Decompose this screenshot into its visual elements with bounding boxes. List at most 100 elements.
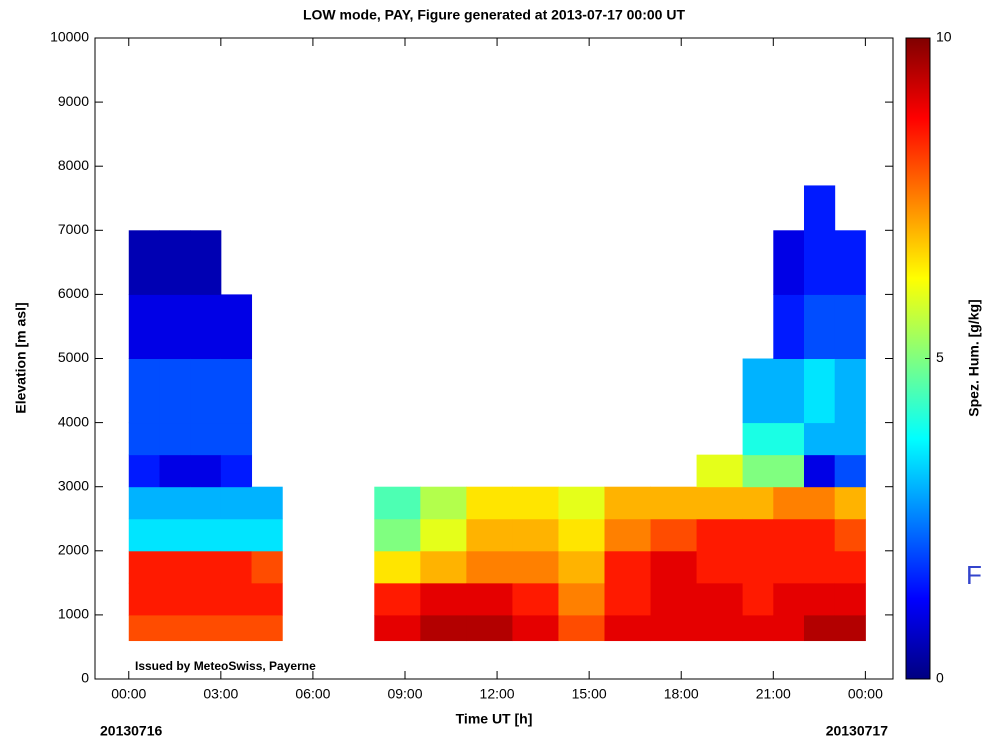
heatmap-cell — [834, 614, 866, 642]
heatmap-cell — [834, 454, 866, 488]
heatmap-cell — [558, 614, 605, 642]
heatmap-cell — [773, 230, 805, 295]
heatmap-cells — [128, 185, 866, 642]
x-tick-label: 00:00 — [111, 686, 146, 702]
y-tick-label: 5000 — [58, 349, 89, 365]
heatmap-cell — [128, 486, 160, 520]
y-tick-label: 2000 — [58, 542, 89, 558]
heatmap-cell — [466, 518, 513, 552]
heatmap-cell — [696, 486, 744, 520]
heatmap-cell — [128, 422, 160, 456]
heatmap-cell — [128, 230, 160, 295]
chart-title: LOW mode, PAY, Figure generated at 2013-… — [303, 7, 685, 23]
heatmap-cell — [190, 454, 222, 488]
date-label: 20130717 — [826, 723, 889, 739]
heatmap-cell — [251, 614, 283, 642]
heatmap-cell — [374, 582, 421, 616]
heatmap-cell — [650, 550, 698, 584]
heatmap-cell — [834, 294, 866, 359]
heatmap-cell — [558, 550, 605, 584]
x-tick-label: 06:00 — [295, 686, 330, 702]
heatmap-cell — [773, 422, 805, 456]
y-tick-label: 1000 — [58, 606, 89, 622]
heatmap-cell — [803, 614, 836, 642]
heatmap-cell — [803, 486, 836, 520]
heatmap-cell — [650, 518, 698, 552]
heatmap-cell — [604, 550, 652, 584]
heatmap-cell — [604, 486, 652, 520]
heatmap-cell — [420, 582, 467, 616]
y-tick-label: 9000 — [58, 93, 89, 109]
heatmap-cell — [190, 550, 222, 584]
heatmap-cell — [251, 582, 283, 616]
y-tick-label: 7000 — [58, 221, 89, 237]
heatmap-cell — [803, 550, 836, 584]
heatmap-cell — [696, 518, 744, 552]
date-label: 20130716 — [100, 723, 163, 739]
heatmap-cell — [220, 486, 253, 520]
heatmap-cell — [128, 454, 160, 488]
heatmap-cell — [220, 518, 253, 552]
heatmap-cell — [742, 614, 774, 642]
colorbar-tick-label: 10 — [936, 29, 952, 45]
heatmap-cell — [190, 486, 222, 520]
heatmap-cell — [190, 358, 222, 424]
heatmap-cell — [190, 518, 222, 552]
y-tick-label: 10000 — [50, 29, 89, 45]
heatmap-cell — [190, 294, 222, 359]
heatmap-cell — [220, 550, 253, 584]
y-tick-label: 3000 — [58, 477, 89, 493]
heatmap-cell — [803, 422, 836, 456]
heatmap-cell — [128, 582, 160, 616]
heatmap-cell — [834, 518, 866, 552]
heatmap-cell — [604, 582, 652, 616]
heatmap-cell — [558, 582, 605, 616]
heatmap-cell — [159, 358, 191, 424]
heatmap-cell — [159, 486, 191, 520]
heatmap-cell — [220, 422, 253, 456]
heatmap-cell — [803, 230, 836, 295]
heatmap-cell — [834, 422, 866, 456]
heatmap-cell — [159, 550, 191, 584]
x-tick-label: 15:00 — [572, 686, 607, 702]
heatmap-cell — [834, 230, 866, 295]
x-tick-label: 03:00 — [203, 686, 238, 702]
heatmap-cell — [466, 486, 513, 520]
heatmap-cell — [834, 582, 866, 616]
heatmap-cell — [773, 358, 805, 424]
heatmap-cell — [128, 294, 160, 359]
heatmap-cell — [773, 550, 805, 584]
heatmap-cell — [128, 614, 160, 642]
y-tick-label: 4000 — [58, 413, 89, 429]
y-tick-label: 8000 — [58, 157, 89, 173]
x-tick-label: 18:00 — [664, 686, 699, 702]
heatmap-cell — [220, 358, 253, 424]
x-axis-label: Time UT [h] — [456, 711, 533, 727]
x-tick-label: 12:00 — [480, 686, 515, 702]
heatmap-cell — [803, 582, 836, 616]
y-axis-label: Elevation [m asl] — [13, 302, 29, 413]
heatmap-cell — [696, 454, 744, 488]
colorbar-label: Spez. Hum. [g/kg] — [966, 299, 982, 416]
heatmap-cell — [834, 486, 866, 520]
heatmap-cell — [159, 422, 191, 456]
x-tick-label: 00:00 — [848, 686, 883, 702]
heatmap-cell — [650, 582, 698, 616]
heatmap-cell — [803, 358, 836, 424]
heatmap-cell — [190, 582, 222, 616]
heatmap-cell — [834, 358, 866, 424]
heatmap-cell — [696, 614, 744, 642]
x-tick-label: 21:00 — [756, 686, 791, 702]
heatmap-cell — [742, 422, 774, 456]
heatmap-cell — [558, 518, 605, 552]
heatmap-cell — [159, 582, 191, 616]
issuer-note: Issued by MeteoSwiss, Payerne — [135, 659, 316, 673]
heatmap-cell — [742, 582, 774, 616]
heatmap-cell — [220, 582, 253, 616]
heatmap-cell — [558, 486, 605, 520]
heatmap-cell — [512, 582, 559, 616]
y-tick-label: 6000 — [58, 285, 89, 301]
heatmap-cell — [251, 486, 283, 520]
colorbar-tick-label: 5 — [936, 349, 944, 365]
heatmap-cell — [159, 230, 191, 295]
